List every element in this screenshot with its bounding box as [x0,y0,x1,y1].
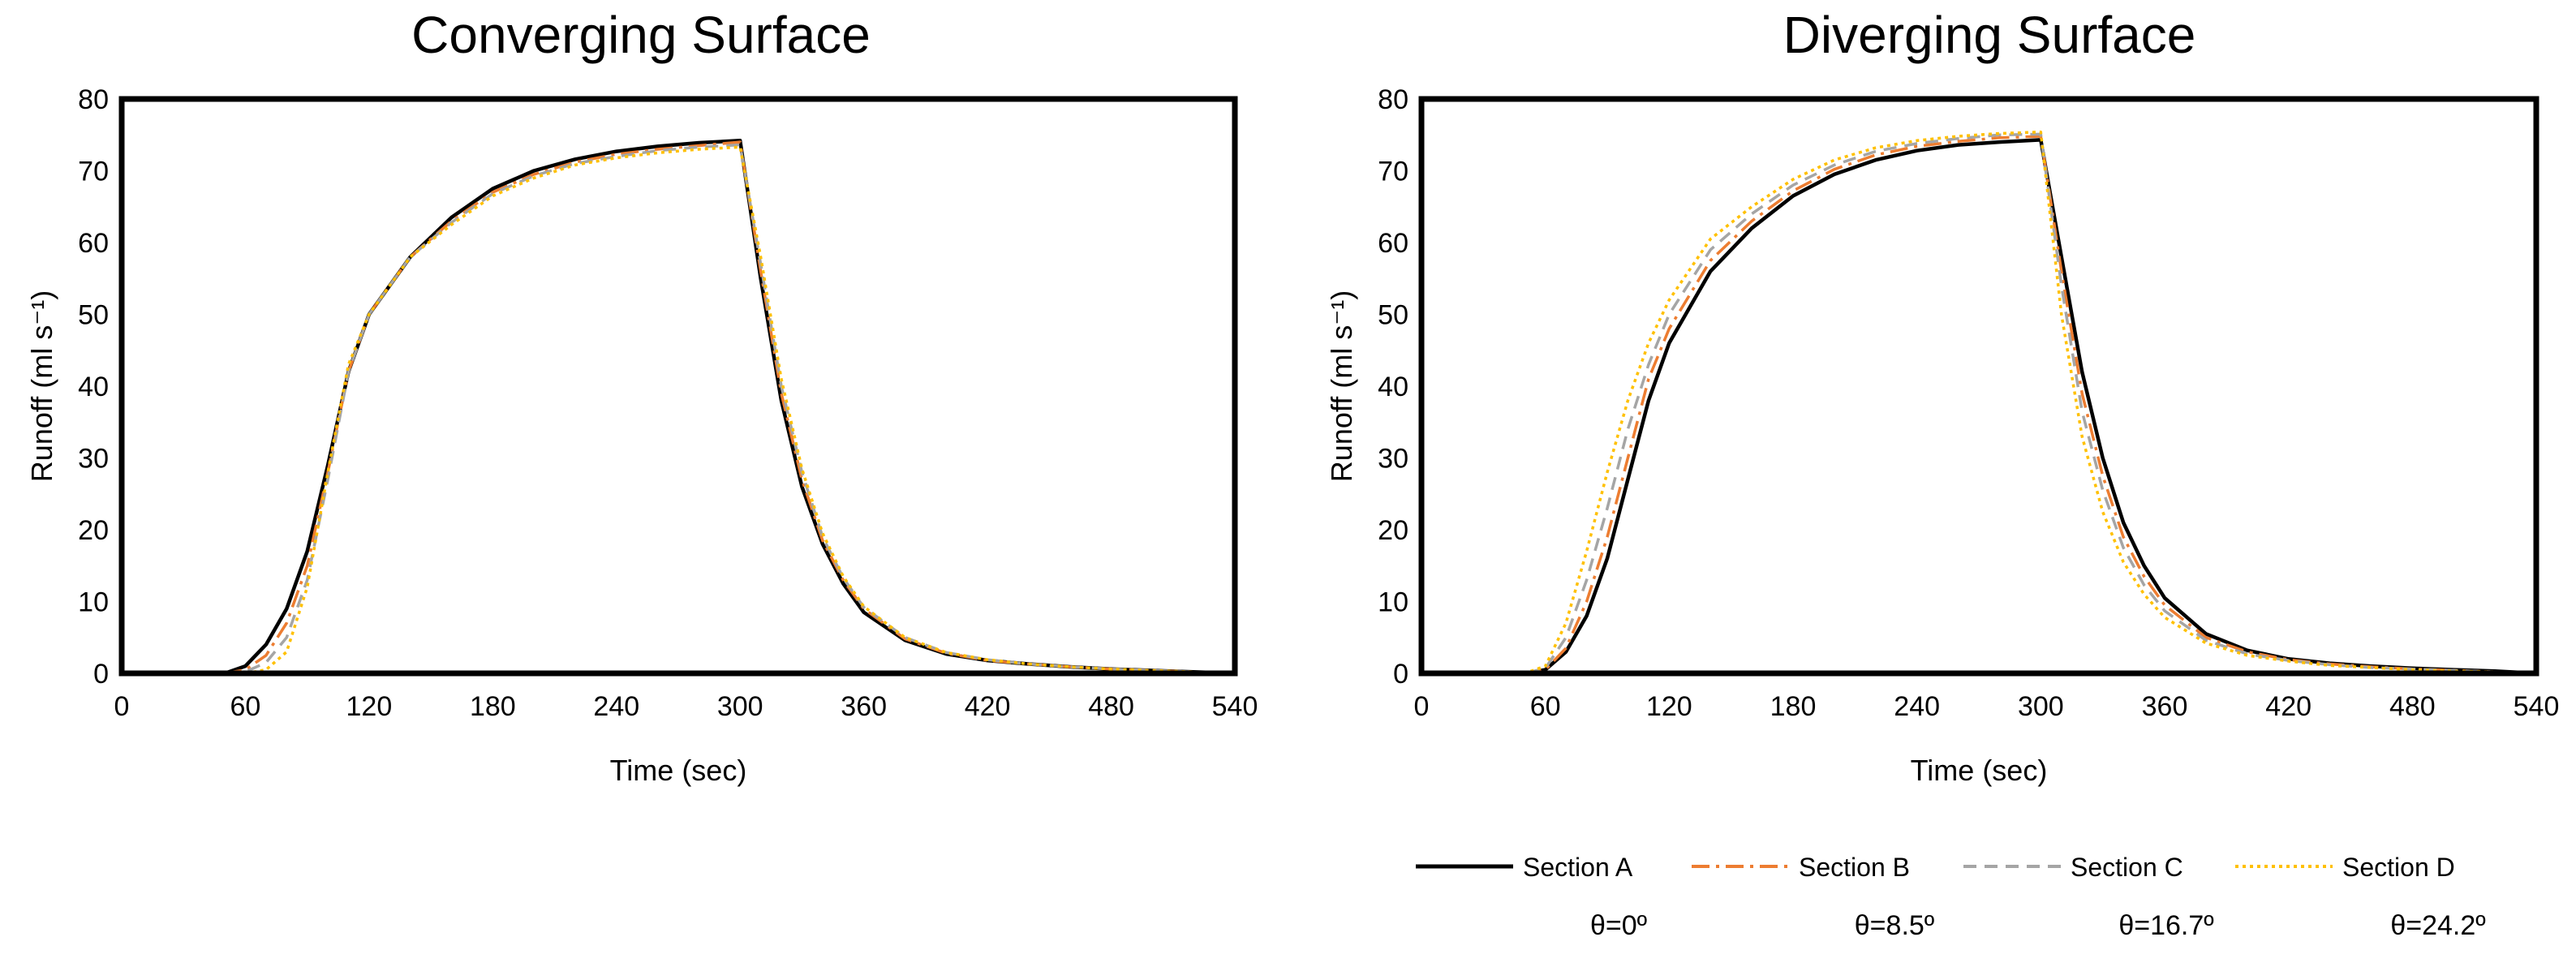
y-tick-label: 80 [78,84,109,115]
x-tick-label: 60 [230,691,261,722]
y-tick-label: 70 [78,157,109,187]
chart-title: Diverging Surface [1783,6,2196,64]
legend-label: Section D [2342,853,2455,882]
legend-label: Section A [1523,853,1633,882]
y-tick-label: 10 [1378,587,1408,618]
y-tick-label: 10 [78,587,109,618]
x-tick-label: 540 [2514,691,2560,722]
x-tick-label: 0 [114,691,130,722]
x-tick-label: 180 [1770,691,1817,722]
y-tick-label: 50 [1378,300,1408,331]
x-axis-label: Time (sec) [1911,754,2048,787]
x-tick-label: 480 [2389,691,2436,722]
x-axis-label: Time (sec) [610,754,747,787]
legend-theta: θ=24.2º [2390,910,2485,941]
series-line-section-a [1421,138,2537,676]
legend-theta: θ=8.5º [1855,910,1934,941]
legend: Section A θ=0º Section B θ=8.5º Section C θ=1… [1416,853,2486,941]
series-line-section-a [122,139,1236,676]
series-line-section-b [122,140,1236,675]
chart-title: Converging Surface [411,6,871,64]
y-tick-label: 20 [78,515,109,546]
x-tick-label: 420 [965,691,1011,722]
x-tick-label: 60 [1530,691,1561,722]
plot-area-border [118,96,1238,677]
legend-label: Section C [2071,853,2183,882]
y-tick-label: 0 [93,659,109,690]
y-tick-label: 0 [1393,659,1408,690]
chart-panel-1: Converging Surface 0 10 20 30 40 50 60 70 80 0 60 12… [25,6,1258,787]
series-line-section-c [122,143,1236,675]
y-axis-label: Runoff (ml s⁻¹) [1325,290,1358,482]
y-axis-label: Runoff (ml s⁻¹) [25,290,58,482]
y-tick-label: 60 [78,228,109,259]
x-tick-label: 0 [1414,691,1430,722]
legend-label: Section B [1799,853,1910,882]
series-line-section-c [1421,132,2537,675]
chart-panel-2: Diverging Surface 0 10 20 30 40 50 60 70 80 0 60 120… [1325,6,2559,787]
x-tick-label: 360 [841,691,887,722]
x-tick-label: 480 [1088,691,1134,722]
y-tick-label: 50 [78,300,109,331]
x-tick-label: 300 [717,691,763,722]
x-tick-label: 240 [593,691,639,722]
x-tick-label: 300 [2018,691,2064,722]
x-tick-label: 120 [1646,691,1692,722]
legend-theta: θ=16.7º [2118,910,2213,941]
series-line-section-d [122,145,1236,675]
y-tick-label: 40 [1378,372,1408,402]
y-tick-label: 20 [1378,515,1408,546]
y-tick-label: 30 [1378,444,1408,475]
x-tick-label: 540 [1212,691,1258,722]
y-tick-label: 70 [1378,157,1408,187]
x-tick-label: 180 [470,691,516,722]
y-tick-label: 80 [1378,84,1408,115]
x-tick-label: 240 [1894,691,1940,722]
legend-theta: θ=0º [1590,910,1647,941]
x-tick-label: 360 [2142,691,2188,722]
y-tick-label: 40 [78,372,109,402]
x-tick-label: 120 [346,691,393,722]
y-tick-label: 30 [78,444,109,475]
y-tick-label: 60 [1378,228,1408,259]
series-line-section-b [1421,135,2537,675]
plot-area-border [1418,96,2539,677]
x-tick-label: 420 [2265,691,2312,722]
